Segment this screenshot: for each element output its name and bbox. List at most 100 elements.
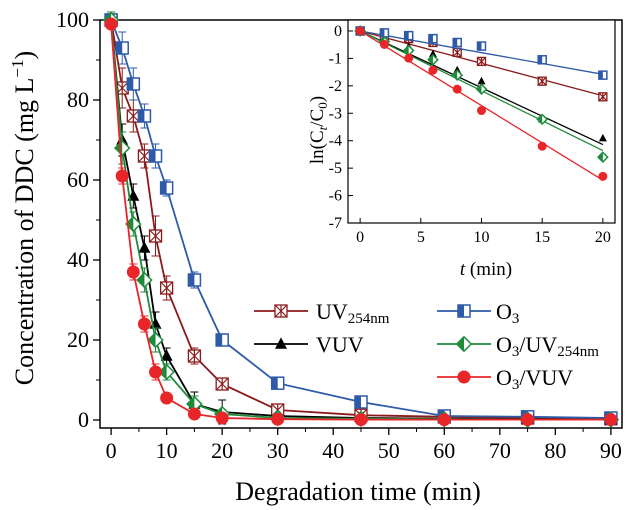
legend-label-vuv: VUV: [316, 332, 364, 357]
data-point-o3-uv254nm: [147, 331, 164, 349]
marker-cross: [149, 229, 162, 243]
marker-shape: [604, 413, 618, 427]
data-point-o3-vuv: [354, 413, 368, 427]
x-tick-label: 50: [378, 438, 400, 463]
inset-plot-frame: [347, 19, 616, 224]
inset-data-point-o3: [379, 28, 390, 38]
data-point-o3: [148, 149, 163, 163]
data-point-o3-uv254nm: [158, 363, 175, 381]
marker-fill: [458, 305, 464, 317]
x-tick-label: 60: [433, 438, 455, 463]
data-point-uv254nm: [215, 377, 229, 391]
marker-shape: [104, 17, 118, 31]
data-point-o3-vuv: [126, 265, 140, 279]
data-point-o3-vuv: [604, 413, 618, 427]
marker-fill: [452, 70, 458, 80]
marker-fill: [428, 34, 433, 43]
inset-data-point-o3-vuv: [598, 171, 608, 181]
marker-shape: [477, 106, 486, 116]
legend-marker-vuv: [275, 337, 287, 349]
legend-marker-uv254nm: [274, 304, 288, 318]
marker-cross: [598, 92, 608, 102]
y-axis-title-sup: −1: [8, 59, 27, 77]
data-point-uv254nm: [187, 349, 202, 363]
inset-data-point-o3-uv254nm: [427, 53, 439, 66]
inset-data-point-o3: [452, 37, 462, 48]
inset-y-tick-label: -3: [329, 105, 342, 122]
inset-y-title-sub2: 0: [315, 102, 330, 109]
marker-shape: [160, 391, 174, 405]
inset-data-point-o3: [428, 33, 438, 44]
marker-shape: [598, 133, 607, 142]
marker-cross: [537, 76, 547, 86]
marker-fill: [116, 42, 123, 54]
inset-y-title-sub1: t: [315, 126, 330, 130]
marker-fill: [453, 38, 458, 47]
inset-data-point-uv254nm: [452, 47, 462, 58]
marker-fill: [160, 182, 167, 194]
inset-x-tick-label: 10: [474, 229, 490, 246]
inset-data-point-o3: [476, 41, 487, 51]
y-axis-title-close: ): [10, 51, 39, 60]
data-point-o3-uv254nm: [113, 139, 131, 157]
data-point-uv254nm: [148, 229, 163, 243]
inset-data-point-o3-vuv: [428, 65, 438, 75]
marker-shape: [275, 337, 287, 349]
marker-fill: [598, 152, 603, 162]
x-tick-label: 90: [600, 438, 622, 463]
x-tick-label: 70: [489, 438, 511, 463]
marker-cross: [160, 281, 174, 295]
marker-fill: [126, 216, 134, 232]
inset-y-axis-title: ln(Ct/C0): [307, 96, 330, 164]
inset-data-point-o3: [537, 55, 547, 65]
marker-cross: [126, 109, 140, 123]
marker-fill: [380, 28, 385, 37]
inset-data-point-uv254nm: [537, 76, 547, 86]
inset-data-point-vuv: [477, 76, 486, 85]
data-point-o3: [215, 333, 229, 347]
inset-data-point-o3-vuv: [404, 53, 414, 63]
data-point-o3-vuv: [115, 169, 129, 183]
x-tick-label: 40: [322, 438, 344, 463]
marker-shape: [355, 26, 365, 36]
inset-data-point-o3-uv254nm: [597, 151, 609, 164]
data-point-o3-vuv: [521, 413, 535, 427]
marker-fill: [428, 54, 433, 65]
legend-marker-o3: [457, 304, 471, 318]
legend: UV254nm VUV O3 O3/UV254nm O3/VUV: [254, 299, 599, 393]
data-point-o3: [354, 395, 368, 409]
y-axis-title: Concentration of DDC (mg L−1): [8, 51, 39, 385]
inset-data-point-vuv: [598, 133, 607, 142]
marker-shape: [437, 413, 451, 427]
inset-data-point-o3-uv254nm: [451, 69, 464, 81]
marker-shape: [354, 413, 368, 427]
marker-shape: [452, 84, 462, 94]
inset-series-o3-vuv: [355, 26, 608, 181]
marker-cross: [215, 377, 229, 391]
marker-cross: [452, 47, 462, 57]
marker-fill: [159, 364, 167, 380]
marker-fill: [138, 110, 145, 122]
inset-data-point-o3-uv254nm: [475, 83, 488, 95]
marker-fill: [404, 31, 409, 40]
inset-y-tick-label: -4: [329, 133, 342, 150]
inset-data-point-o3-vuv: [452, 84, 462, 94]
inset-x-tick-label: 0: [356, 229, 364, 246]
data-point-uv254nm: [126, 109, 140, 123]
marker-cross: [274, 304, 288, 318]
y-tick-label: 60: [67, 167, 89, 192]
marker-shape: [271, 412, 285, 426]
marker-shape: [149, 365, 163, 379]
marker-shape: [187, 407, 201, 421]
x-tick-label: 80: [544, 438, 566, 463]
data-point-o3-vuv: [149, 365, 163, 379]
marker-shape: [598, 171, 608, 181]
inset-data-point-o3-uv254nm: [536, 113, 549, 126]
legend-marker-o3-vuv: [457, 370, 471, 384]
inset-data-point-o3-vuv: [379, 39, 389, 49]
data-point-o3-uv254nm: [136, 271, 153, 289]
marker-shape: [160, 349, 173, 361]
y-tick-label: 20: [67, 327, 89, 352]
inset-x-axis-title: t (min): [460, 259, 512, 280]
marker-shape: [137, 317, 151, 331]
